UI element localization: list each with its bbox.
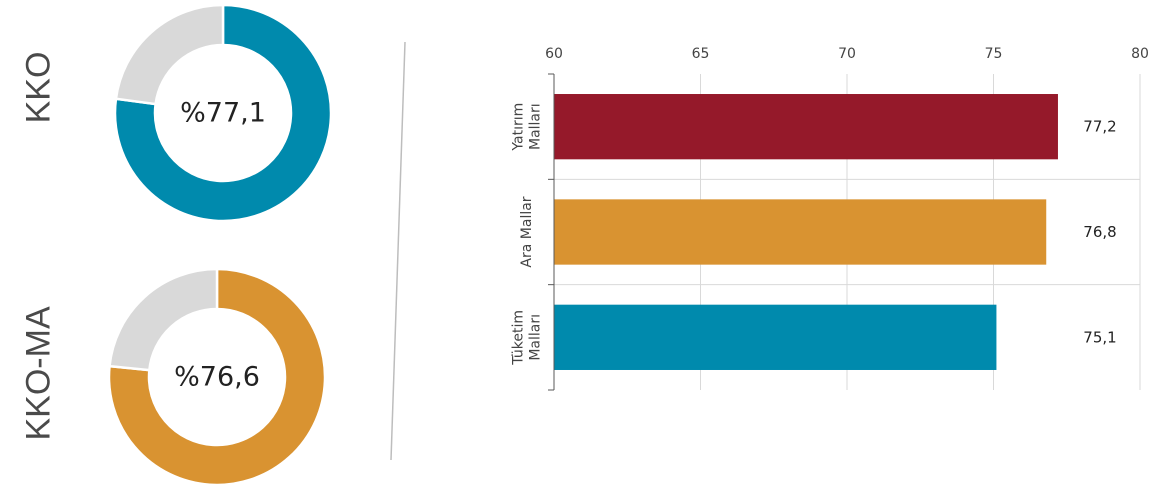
divider-line xyxy=(390,41,406,461)
kko-ma-donut-chart: %76,6 xyxy=(108,268,326,486)
category-label-1: Ara Mallar xyxy=(519,196,535,267)
x-tick-label-4: 80 xyxy=(1131,46,1149,62)
bar-chart-tick-labels: 60 65 70 75 80 xyxy=(545,46,1149,62)
kko-percentage-label: %77,1 xyxy=(180,98,266,129)
bar-value-label-0: 77,2 xyxy=(1083,118,1116,136)
kko-slice-1 xyxy=(114,4,225,106)
bar-chart-category-labels: YatırımMalları Ara Mallar TüketimMalları xyxy=(511,103,544,366)
bar-0 xyxy=(554,94,1058,160)
kko-donut-slices xyxy=(114,4,332,222)
bar-value-label-2: 75,1 xyxy=(1083,328,1116,346)
x-tick-label-0: 60 xyxy=(545,46,563,62)
kko-donut-chart: %77,1 xyxy=(114,4,332,222)
kko-ma-slice-1 xyxy=(108,268,219,372)
category-label-2: TüketimMalları xyxy=(511,310,544,366)
bar-2 xyxy=(554,304,997,370)
bar-value-label-1: 76,8 xyxy=(1083,223,1116,241)
x-tick-label-1: 65 xyxy=(692,46,710,62)
bar-chart-value-labels: 77,2 76,8 75,1 xyxy=(1083,118,1116,347)
x-tick-label-2: 70 xyxy=(838,46,856,62)
bar-chart-axes xyxy=(548,73,555,391)
bar-chart-bars xyxy=(554,94,1058,370)
kko-ma-donut-slices xyxy=(108,268,326,486)
category-label-0: YatırımMalları xyxy=(511,103,544,152)
kko-slice-0 xyxy=(114,4,332,222)
kko-ma-percentage-label: %76,6 xyxy=(174,362,260,393)
x-tick-label-3: 75 xyxy=(985,46,1003,62)
kko-ma-slice-0 xyxy=(108,268,326,486)
bar-1 xyxy=(554,199,1047,265)
sector-bar-chart: 60 65 70 75 80 YatırımMalları Ara Mallar Tüket… xyxy=(511,46,1149,391)
